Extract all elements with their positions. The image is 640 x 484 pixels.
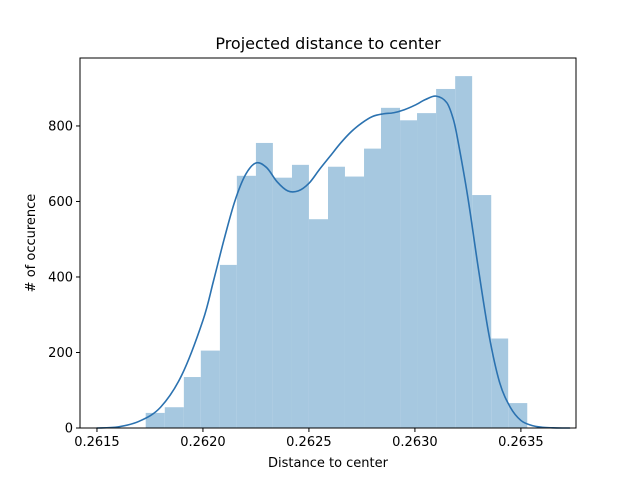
histogram-bar-3 [200,350,220,428]
y-tick-label-3: 600 [48,195,73,210]
histogram-bar-9 [308,219,328,428]
histogram-bar-7 [272,177,292,428]
histogram-bar-2 [183,377,201,428]
histogram-bar-16 [436,88,456,429]
bars [145,76,528,429]
histogram-bar-20 [508,403,528,428]
y-tick-label-0: 0 [65,422,73,437]
x-tick-label-4: 0.2635 [498,435,544,450]
histogram-bar-12 [364,148,381,429]
histogram-bar-6 [255,142,273,428]
y-tick-label-1: 200 [48,346,73,361]
plot-frame [79,57,577,429]
histogram-bar-17 [455,76,473,429]
histogram-bar-8 [291,164,309,428]
y-axis: 0 200 400 600 800 [48,119,80,437]
histogram-bar-4 [219,264,237,428]
histogram-bar-11 [344,176,365,428]
x-tick-label-1: 0.2620 [180,435,226,450]
histogram-bar-14 [400,120,418,429]
x-axis: 0.2615 0.2620 0.2625 0.2630 0.2635 [74,428,544,450]
kde-curve-layer [96,95,571,429]
histogram-bar-5 [236,175,256,428]
x-tick-label-2: 0.2625 [286,435,332,450]
histogram-bar-18 [472,195,492,428]
x-tick-label-0: 0.2615 [74,435,120,450]
y-tick-label-2: 400 [48,270,73,285]
histogram-bar-1 [164,407,184,428]
histogram-bar-10 [328,166,345,429]
y-tick-label-4: 800 [48,119,73,134]
y-axis-label: # of occurence [24,194,39,293]
histogram-bar-15 [417,113,437,429]
chart-title: Projected distance to center [215,34,441,53]
x-tick-label-3: 0.2630 [392,435,438,450]
kde-curve [96,95,571,429]
histogram-bar-0 [145,412,165,428]
histogram-bar-13 [380,107,401,428]
x-axis-label: Distance to center [268,456,389,471]
